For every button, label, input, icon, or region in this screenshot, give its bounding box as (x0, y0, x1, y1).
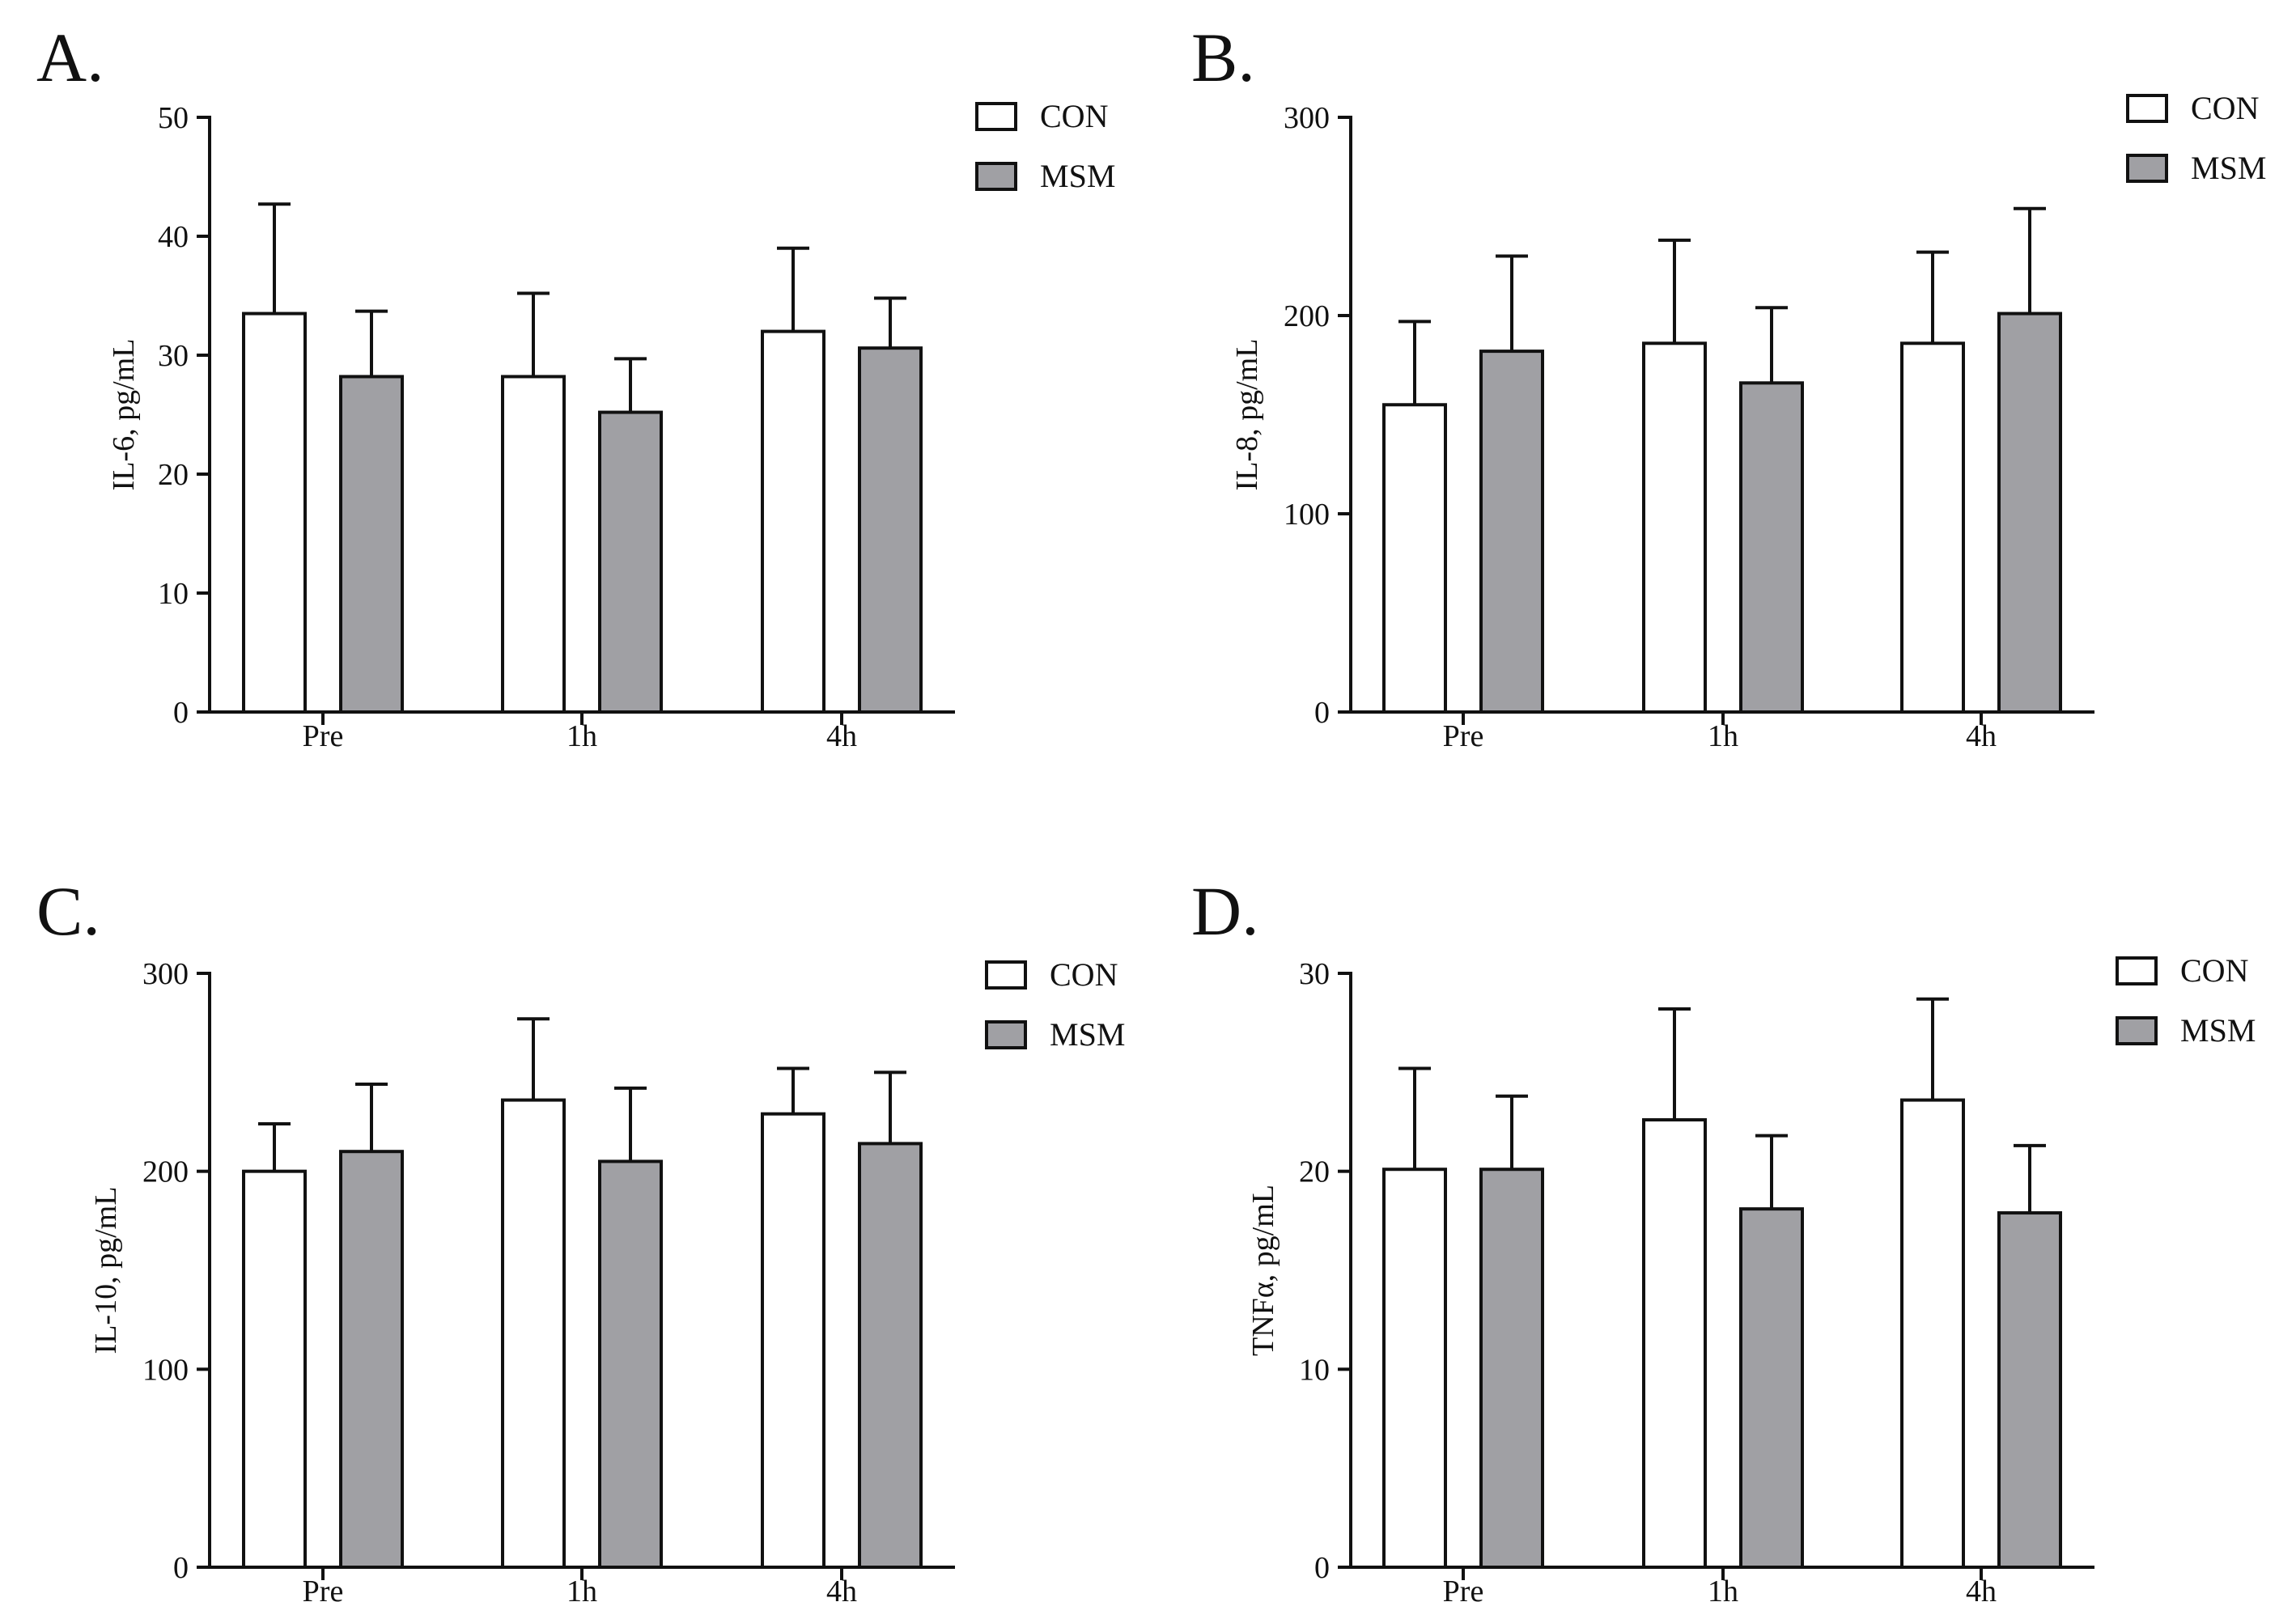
legend-label-con: CON (2191, 90, 2259, 126)
panel-letter: B. (1191, 19, 1255, 96)
y-tick-label: 0 (173, 1551, 189, 1585)
legend-swatch-con (2126, 94, 2168, 123)
bar-msm-pre (1479, 350, 1544, 714)
y-tick-label: 10 (1299, 1353, 1330, 1387)
bar-msm-1h (598, 1159, 663, 1570)
bar-con-pre (1382, 1168, 1447, 1569)
x-tick-label: 1h (567, 1574, 597, 1608)
chart-panel-b: B. 0 100 200 300 Pre 1h 4h IL-8, pg/mL CON MSM (1191, 19, 2266, 753)
y-tick-label: 50 (158, 101, 189, 135)
chart-panel-a: A. 0 10 20 30 40 50 Pre 1h 4h IL-6, pg/mL CON MSM (36, 19, 1115, 753)
bar-msm-pre (1479, 1168, 1544, 1569)
panel-letter: A. (36, 19, 104, 96)
legend-swatch-msm (2126, 154, 2168, 183)
bar-msm-pre (339, 1150, 404, 1569)
x-tick-label: 4h (826, 719, 857, 753)
bar-msm-1h (1739, 1207, 1804, 1569)
legend-swatch-msm (2116, 1016, 2158, 1045)
legend-label-msm: MSM (2180, 1012, 2256, 1049)
x-tick-label: 1h (1708, 1574, 1738, 1608)
x-tick-label: 4h (1966, 1574, 1997, 1608)
legend-label-con: CON (2180, 952, 2248, 989)
y-tick-label: 20 (158, 458, 189, 492)
y-tick-label: 0 (1314, 696, 1330, 730)
legend-label-msm: MSM (1050, 1016, 1125, 1053)
legend-swatch-con (2116, 956, 2158, 985)
bar-con-1h (1642, 341, 1707, 714)
x-tick-label: 1h (1708, 719, 1738, 753)
y-axis-title: TNFα, pg/mL (1246, 1185, 1280, 1356)
chart-panel-d: D. 0 10 20 30 Pre 1h 4h TNFα, pg/mL CON MSM (1191, 872, 2256, 1608)
y-tick-label: 100 (142, 1353, 189, 1387)
x-tick-label: 4h (826, 1574, 857, 1608)
legend-label-con: CON (1050, 956, 1118, 993)
y-axis-title: IL-10, pg/mL (89, 1187, 123, 1354)
legend-label-msm: MSM (2191, 150, 2266, 186)
bar-con-1h (501, 375, 566, 714)
panel-letter: C. (36, 872, 100, 950)
bar-con-4h (1900, 341, 1965, 714)
y-axis-title: IL-8, pg/mL (1230, 339, 1264, 491)
x-tick-label: Pre (303, 719, 344, 753)
bar-con-1h (1642, 1118, 1707, 1569)
bar-msm-1h (598, 410, 663, 714)
legend-swatch-con (975, 102, 1017, 131)
x-tick-label: Pre (1443, 1574, 1484, 1608)
y-tick-label: 20 (1299, 1155, 1330, 1189)
legend-swatch-msm (975, 162, 1017, 191)
y-axis-title: IL-6, pg/mL (107, 339, 141, 491)
bar-con-4h (761, 1112, 825, 1570)
y-tick-label: 0 (1314, 1551, 1330, 1585)
legend-label-msm: MSM (1040, 158, 1115, 194)
chart-panel-c: C. 0 100 200 300 Pre 1h 4h IL-10, pg/mL CON MSM (36, 872, 1125, 1608)
panel-letter: D. (1191, 872, 1259, 950)
y-tick-label: 300 (142, 957, 189, 991)
y-tick-label: 100 (1284, 498, 1330, 532)
legend-swatch-con (985, 960, 1027, 990)
bar-msm-4h (1997, 312, 2062, 714)
legend-label-con: CON (1040, 98, 1108, 134)
bar-msm-4h (858, 1142, 923, 1569)
y-tick-label: 40 (158, 220, 189, 254)
x-tick-label: Pre (303, 1574, 344, 1608)
bar-msm-pre (339, 375, 404, 714)
y-tick-label: 10 (158, 577, 189, 611)
x-tick-label: 4h (1966, 719, 1997, 753)
x-tick-label: Pre (1443, 719, 1484, 753)
y-tick-label: 200 (1284, 299, 1330, 333)
bar-con-pre (1382, 403, 1447, 714)
bar-msm-4h (1997, 1211, 2062, 1569)
bar-con-4h (1900, 1098, 1965, 1569)
y-tick-label: 0 (173, 696, 189, 730)
y-tick-label: 200 (142, 1155, 189, 1189)
y-tick-label: 300 (1284, 101, 1330, 135)
x-tick-label: 1h (567, 719, 597, 753)
bar-msm-4h (858, 346, 923, 714)
bar-con-pre (242, 312, 307, 714)
y-tick-label: 30 (1299, 957, 1330, 991)
bar-con-1h (501, 1098, 566, 1569)
bar-con-4h (761, 329, 825, 714)
y-tick-label: 30 (158, 339, 189, 373)
legend-swatch-msm (985, 1020, 1027, 1049)
bar-con-pre (242, 1169, 307, 1569)
bar-msm-1h (1739, 381, 1804, 714)
